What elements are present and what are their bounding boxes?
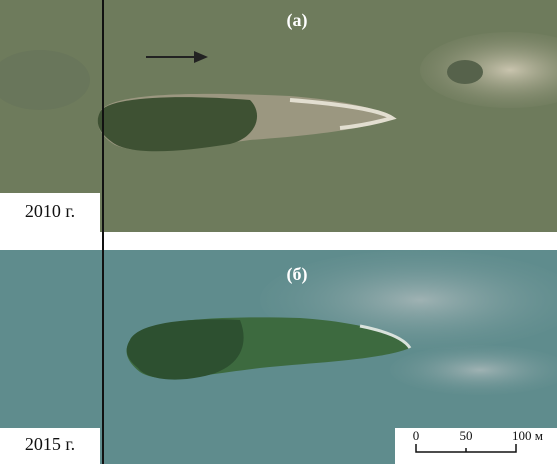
year-label: 2010 г.	[25, 201, 75, 221]
panel-label: (а)	[287, 10, 308, 31]
shadow	[447, 60, 483, 84]
scale-label: 50	[460, 428, 473, 443]
scale-label: 100 м	[512, 428, 543, 443]
year-label: 2015 г.	[25, 434, 75, 454]
scale-label: 0	[413, 428, 420, 443]
panel-b: (б) 2015 г. 0 50 100 м	[0, 250, 557, 464]
panel-a: (а) 2010 г.	[0, 0, 557, 232]
panel-label: (б)	[287, 264, 308, 285]
figure: (а) 2010 г. (б) 2015 г. 0 50 100 м	[0, 0, 557, 464]
